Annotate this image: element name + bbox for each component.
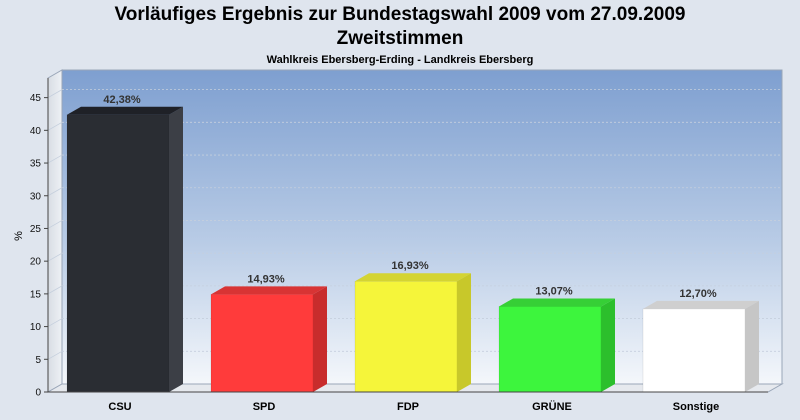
bar-top — [643, 300, 759, 309]
x-tick-label: FDP — [397, 401, 419, 413]
bar-front — [354, 280, 458, 393]
bar-front — [210, 294, 314, 393]
bar-side — [745, 300, 759, 392]
grid-line-side — [47, 154, 63, 164]
bar-csu — [66, 106, 183, 393]
grid-line-side — [47, 285, 63, 295]
bar-grüne — [498, 298, 615, 393]
bar-top — [499, 298, 615, 307]
grid-line-side — [47, 220, 63, 229]
y-tick-label: 30 — [30, 191, 42, 202]
y-tick-label: 35 — [30, 159, 42, 170]
data-labels: 42,38% 14,93% 16,93% 13,07% 12,70% — [103, 94, 717, 300]
bar-side — [169, 106, 183, 393]
grid-line-side — [47, 89, 63, 98]
bar-top — [67, 106, 183, 115]
bar-sonstige — [642, 300, 759, 393]
grid-line-side — [47, 350, 63, 360]
bar-side — [457, 273, 471, 392]
y-tick-label: 15 — [30, 289, 42, 300]
grid-line-side — [47, 187, 63, 197]
y-axis-label: % — [13, 231, 25, 241]
y-tick-label: 20 — [30, 257, 42, 268]
grid-line-side — [47, 318, 63, 327]
data-label: 16,93% — [391, 260, 429, 272]
grid-line-side — [47, 121, 63, 131]
data-label: 42,38% — [103, 94, 141, 106]
data-label: 13,07% — [535, 286, 573, 298]
x-tick-label: SPD — [253, 401, 276, 413]
bar-fdp — [354, 273, 471, 393]
x-tick-label: CSU — [108, 401, 131, 413]
bars — [66, 106, 759, 393]
left-wall — [47, 69, 63, 393]
y-tick-label: 40 — [30, 126, 42, 137]
bar-front — [66, 114, 170, 393]
y-tick-label: 25 — [30, 224, 42, 235]
y-tick-label: 10 — [30, 322, 42, 333]
bar-side — [313, 286, 327, 392]
chart-region-subtitle: Wahlkreis Ebersberg-Erding - Landkreis E… — [266, 54, 534, 66]
x-tick-label: Sonstige — [673, 401, 719, 413]
y-tick-label: 5 — [35, 355, 41, 366]
bar-front — [498, 306, 602, 393]
bar-side — [601, 298, 615, 392]
y-tick-label: 45 — [30, 93, 42, 104]
x-axis: CSU SPD FDP GRÜNE Sonstige — [48, 391, 768, 413]
grid-line-side — [47, 252, 63, 262]
chart-subtitle: Zweitstimmen — [336, 28, 464, 49]
bar-front — [642, 308, 746, 393]
y-axis: 0 5 10 15 20 25 30 35 40 45 — [30, 78, 49, 399]
data-label: 14,93% — [247, 273, 285, 285]
bar-top — [355, 273, 471, 282]
data-label: 12,70% — [679, 288, 717, 300]
y-tick-label: 0 — [35, 388, 41, 399]
chart-title: Vorläufiges Ergebnis zur Bundestagswahl … — [114, 4, 686, 25]
bar-spd — [210, 286, 327, 393]
x-tick-label: GRÜNE — [532, 400, 572, 413]
bar-top — [211, 286, 327, 295]
